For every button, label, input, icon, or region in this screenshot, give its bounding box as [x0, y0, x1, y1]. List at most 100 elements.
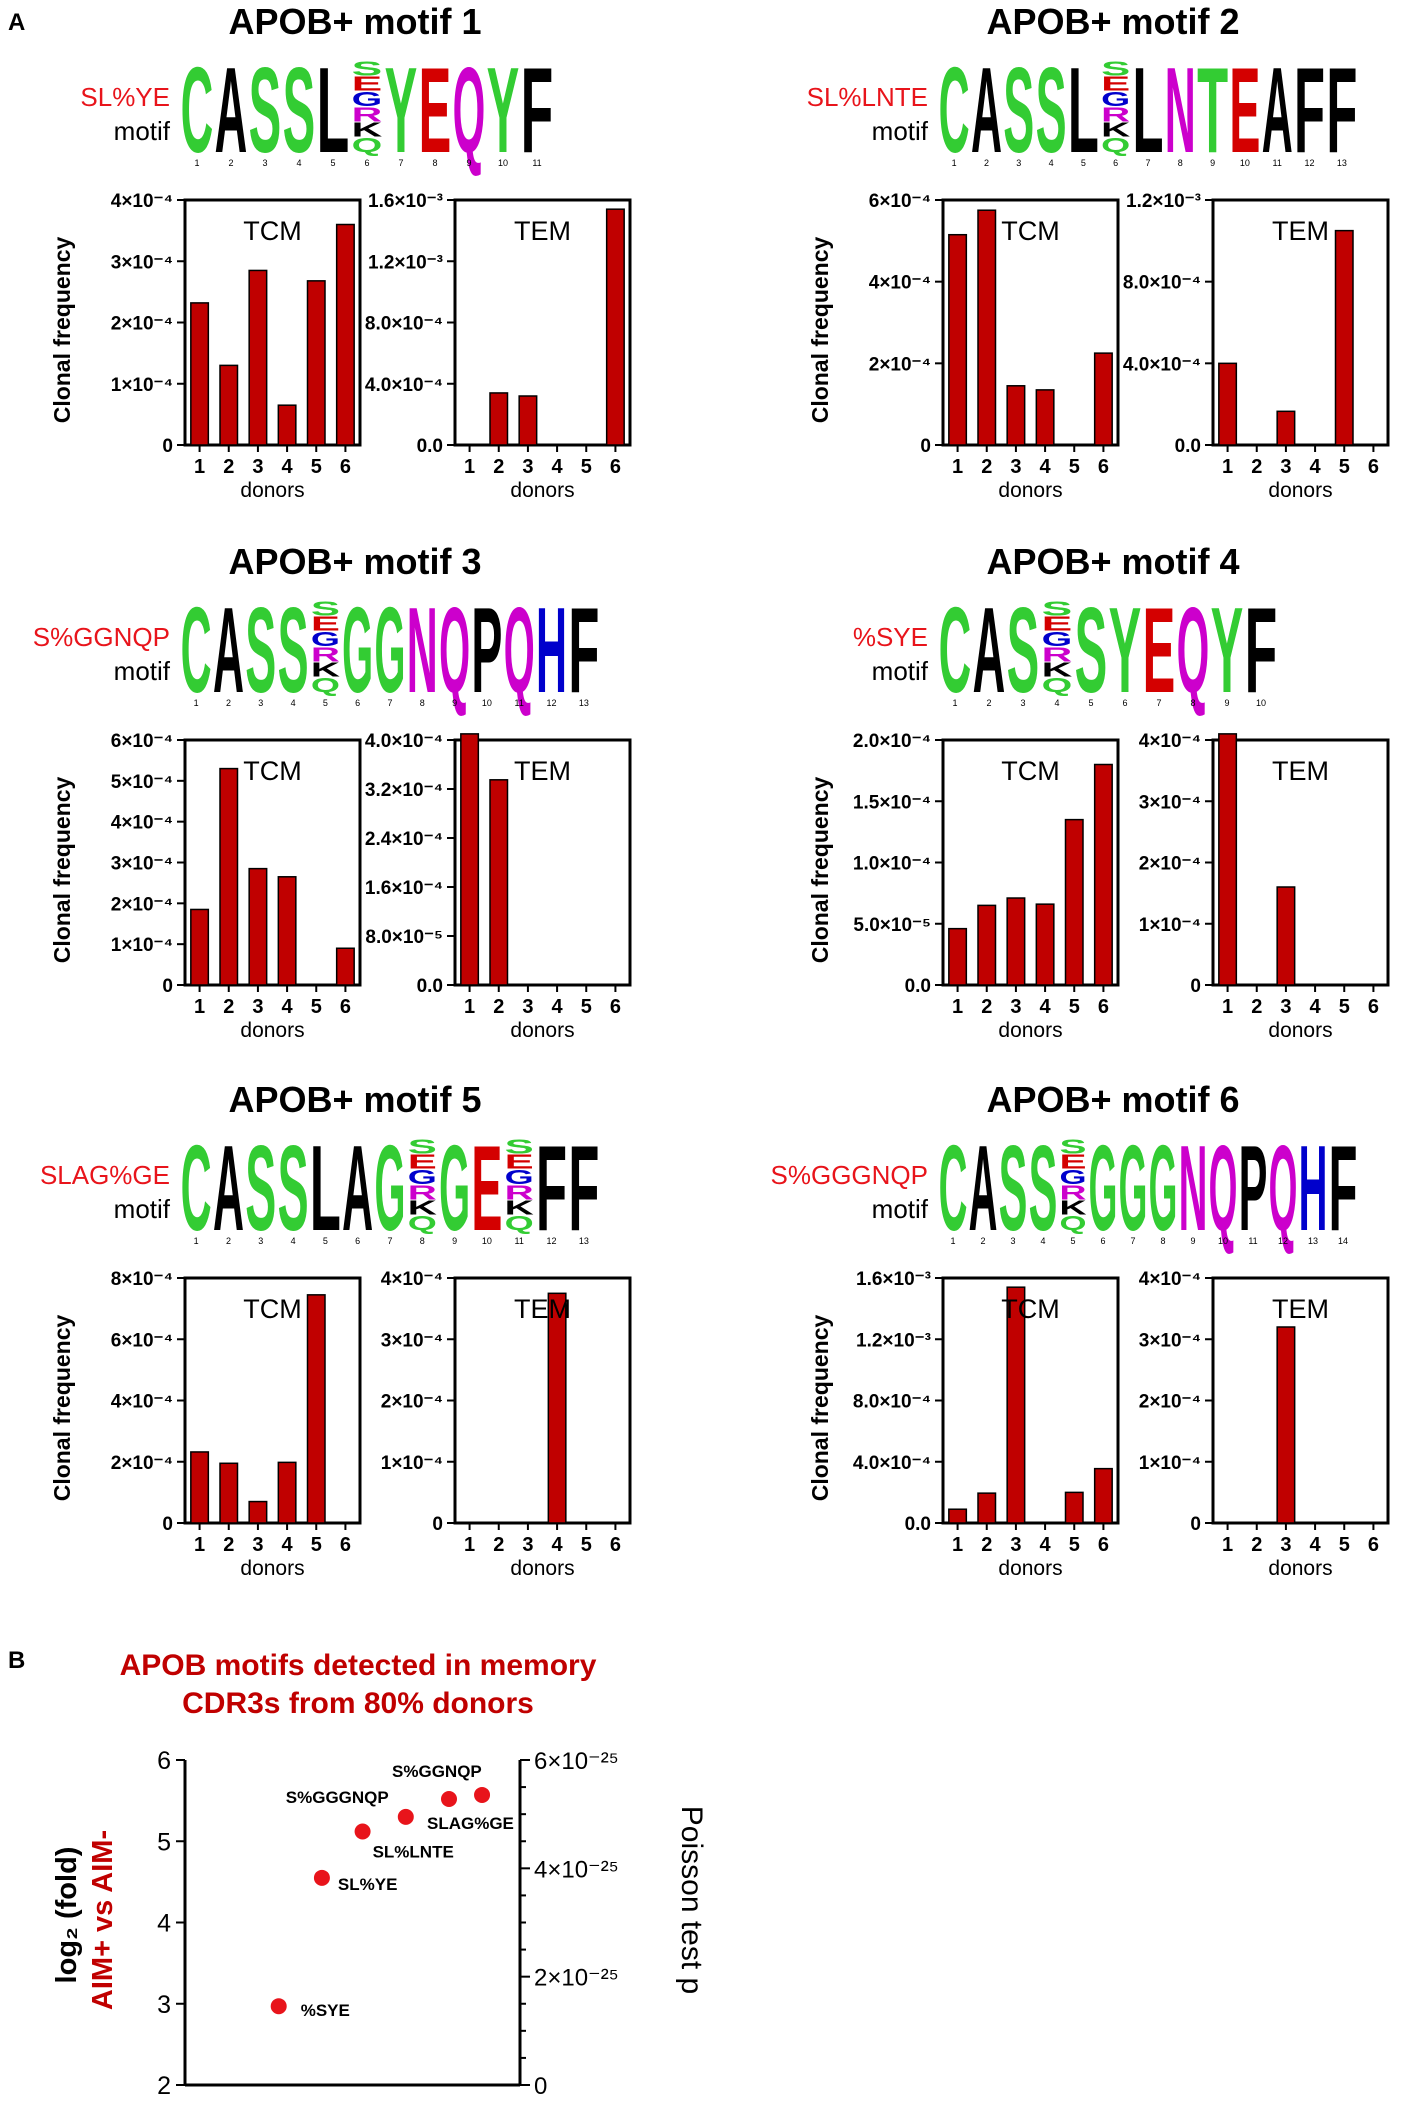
logo-letter: G: [374, 582, 405, 718]
y-tick-label: 4×10⁻⁴: [111, 191, 173, 212]
motif-name: %SYE: [853, 622, 928, 652]
logo-letter: H: [1299, 1120, 1328, 1256]
logo-letter: G: [1149, 1120, 1178, 1256]
point-label: %SYE: [301, 2001, 350, 2020]
x-tick-label: 4: [552, 996, 564, 1018]
x-tick-label: 3: [1280, 1534, 1291, 1556]
x-tick-label: 6: [610, 1534, 621, 1556]
logo-letter: G: [342, 582, 373, 718]
logo-position: 4: [291, 698, 296, 708]
logo-letter: A: [969, 1120, 998, 1256]
y-tick-label: 3×10⁻⁴: [1139, 792, 1201, 813]
x-tick-label: 6: [610, 456, 621, 478]
y-tick-label: 0.0: [417, 436, 443, 457]
logo-position: 12: [547, 698, 557, 708]
y-tick-label: 0: [162, 976, 173, 997]
x-tick-label: 5: [1069, 996, 1080, 1018]
y-tick-label: 0.0: [905, 1514, 931, 1535]
x-tick-label: 4: [552, 1534, 564, 1556]
y-tick-label: 4×10⁻⁴: [111, 813, 173, 834]
x-tick-label: 2: [1251, 456, 1262, 478]
y-axis-label: Clonal frequency: [807, 1315, 833, 1502]
y-tick-label: 8×10⁻⁴: [111, 1269, 173, 1290]
logo-letter: S: [1003, 42, 1034, 178]
x-tick-label: 4: [552, 456, 564, 478]
logo-position: 3: [1020, 698, 1025, 708]
x-tick-label: 3: [1010, 1534, 1021, 1556]
logo-variable-letter: S: [408, 1136, 437, 1158]
logo-variable-letter: G: [408, 1167, 437, 1189]
x-tick-label: 1: [464, 996, 475, 1018]
bar-tem-donor-3: [1276, 1326, 1296, 1524]
x-axis-label: donors: [510, 1557, 574, 1580]
logo-variable-letter: K: [1060, 1198, 1088, 1220]
y-tick-label: 3×10⁻⁴: [111, 252, 173, 273]
x-tick-label: 1: [194, 1534, 205, 1556]
y-tick-label: 1×10⁻⁴: [111, 375, 173, 396]
plot-frame-tem: [1211, 198, 1390, 447]
y-tick-label: 3: [157, 1991, 171, 2019]
logo-position: 9: [452, 1236, 457, 1246]
panel-title: APOB+ motif 2: [986, 1, 1239, 42]
point-label: SL%YE: [338, 1875, 398, 1894]
logo-position: 9: [1210, 158, 1215, 168]
scatter-point: [270, 1998, 287, 2015]
y2-tick-label: 6×10⁻²⁵: [534, 1748, 619, 1775]
y-tick-label: 4×10⁻⁴: [869, 273, 931, 294]
logo-position: 5: [330, 158, 335, 168]
scatter-point: [397, 1808, 414, 1825]
x-tick-label: 3: [1280, 456, 1291, 478]
logo-variable-letter: E: [505, 1152, 534, 1174]
logo-letter: F: [1329, 1120, 1358, 1256]
x-tick-label: 5: [1069, 1534, 1080, 1556]
y-tick-label: 2.4×10⁻⁴: [365, 829, 443, 850]
scatter-title-line2: CDR3s from 80% donors: [182, 1687, 534, 1720]
logo-letter: Y: [1211, 582, 1244, 718]
point-label: SLAG%GE: [427, 1814, 514, 1833]
bar-tcm-donor-3: [1006, 897, 1026, 986]
bar-tem-donor-1: [460, 733, 480, 986]
logo-position: 9: [1224, 698, 1229, 708]
bar-tcm-donor-2: [977, 904, 997, 986]
x-tick-label: 2: [981, 456, 992, 478]
y-tick-label: 4.0×10⁻⁴: [853, 1453, 931, 1474]
bar-tcm-donor-4: [277, 1461, 297, 1524]
x-tick-label: 1: [1222, 456, 1233, 478]
x-tick-label: 5: [581, 456, 592, 478]
logo-position: 5: [1070, 1236, 1075, 1246]
y-tick-label: 2×10⁻⁴: [381, 1392, 443, 1413]
subset-label-tem: TEM: [1272, 1294, 1329, 1324]
logo-letter: G: [439, 1120, 470, 1256]
logo-position: 1: [950, 1236, 955, 1246]
logo-letter: T: [1197, 42, 1228, 178]
logo-variable-letter: Q: [1101, 135, 1130, 157]
y-tick-label: 4.0×10⁻⁴: [365, 731, 443, 752]
logo-position: 13: [579, 698, 589, 708]
y-tick-label: 0.0: [1175, 436, 1201, 457]
x-tick-label: 1: [1222, 1534, 1233, 1556]
bar-tcm-donor-2: [219, 364, 239, 446]
bar-tcm-donor-4: [1035, 903, 1055, 986]
logo-variable-letter: S: [1042, 598, 1073, 620]
x-tick-label: 1: [952, 1534, 963, 1556]
x-tick-label: 4: [1040, 456, 1052, 478]
panel-title: APOB+ motif 1: [228, 1, 481, 42]
x-tick-label: 3: [1010, 996, 1021, 1018]
y-tick-label: 2×10⁻⁴: [1139, 1392, 1201, 1413]
motif-name: SL%YE: [80, 82, 170, 112]
bar-tcm-donor-1: [948, 1508, 968, 1524]
y-tick-label: 5: [157, 1828, 171, 1856]
y-tick-label: 4.0×10⁻⁴: [365, 375, 443, 396]
y-tick-label: 0: [432, 1514, 443, 1535]
logo-letter: C: [939, 42, 970, 178]
bar-tem-donor-3: [1276, 886, 1296, 986]
logo-position: 9: [1190, 1236, 1195, 1246]
logo-position: 11: [1248, 1236, 1257, 1246]
bar-tcm-donor-6: [335, 223, 355, 446]
x-axis-label: donors: [998, 479, 1062, 502]
logo-position: 8: [1160, 1236, 1165, 1246]
motif-word: motif: [872, 656, 929, 686]
point-label: S%GGNQP: [392, 1762, 482, 1781]
